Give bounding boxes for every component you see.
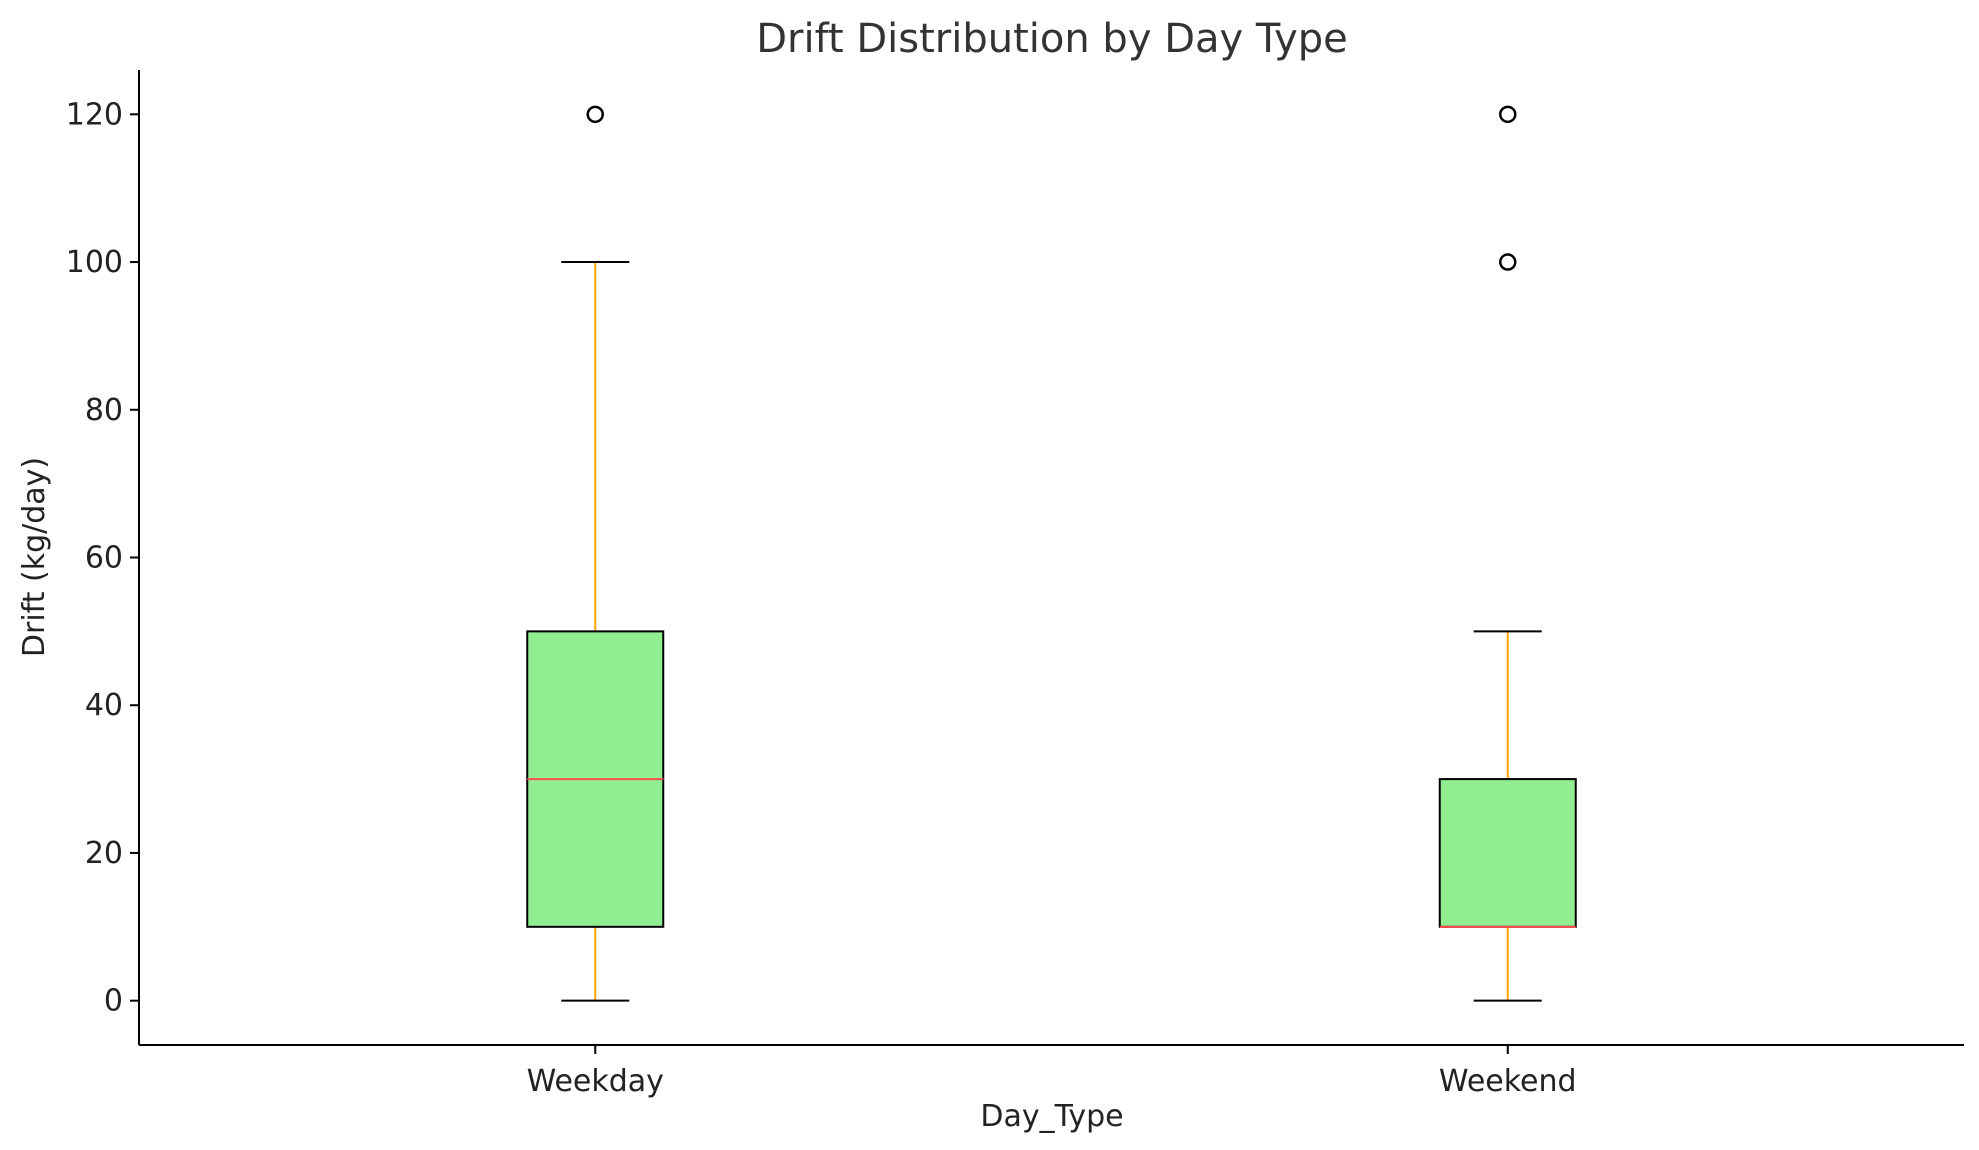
y-tick-label: 120 <box>66 97 123 132</box>
y-tick-label: 80 <box>85 393 123 428</box>
outlier-point <box>1499 105 1517 124</box>
y-tick-label: 0 <box>104 984 123 1019</box>
y-axis-label: Drift (kg/day) <box>17 457 52 657</box>
x-tick-label: Weekday <box>527 1064 664 1099</box>
y-tick-label: 60 <box>85 541 123 576</box>
x-axis-label: Day_Type <box>980 1099 1123 1134</box>
outlier-point <box>1499 253 1517 271</box>
iqr-box <box>1438 778 1577 928</box>
plot-area: 0 20 40 60 80 100 120 Weekday Weekend <box>66 70 1964 1099</box>
outlier-point <box>586 105 604 124</box>
y-tick-label: 40 <box>85 688 123 723</box>
y-tick-label: 20 <box>85 836 123 871</box>
x-tick-label: Weekend <box>1439 1064 1577 1099</box>
y-tick-label: 100 <box>66 245 123 280</box>
chart-title: Drift Distribution by Day Type <box>756 16 1348 62</box>
